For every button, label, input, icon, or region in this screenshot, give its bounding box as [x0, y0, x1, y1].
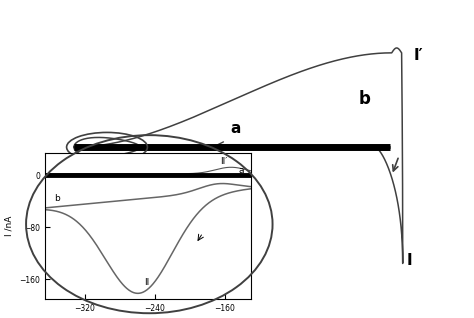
Text: II′: II′ [220, 157, 228, 166]
Text: I′: I′ [414, 48, 423, 63]
Text: b: b [358, 90, 370, 108]
Text: II: II [144, 278, 149, 287]
Text: a: a [230, 121, 241, 136]
Text: I: I [406, 253, 412, 268]
Text: b: b [54, 194, 60, 204]
Y-axis label: I /nA: I /nA [5, 216, 14, 236]
Text: a: a [238, 166, 244, 175]
